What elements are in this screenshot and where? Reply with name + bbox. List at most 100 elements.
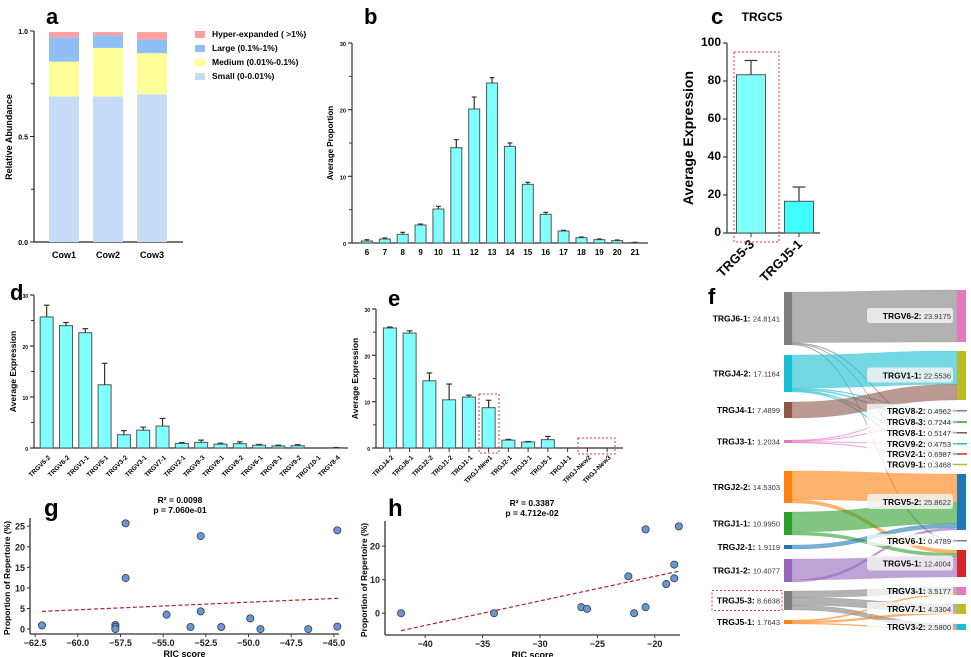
data-point [186, 623, 195, 632]
y-tick-label: 20 [22, 345, 28, 351]
data-point [670, 574, 679, 583]
bar [194, 441, 209, 449]
highlight-box-new1 [478, 393, 500, 454]
y-tick-label: 0 [367, 447, 370, 453]
y-tick-label: 20 [708, 187, 722, 201]
bar [557, 230, 570, 244]
x-tick-label: 6 [365, 248, 370, 257]
legend-label: Hyper-expanded ( >1%) [212, 29, 306, 39]
y-tick-label: 20 [15, 542, 25, 552]
data-point [304, 625, 313, 634]
x-tick-label: Cow1 [52, 250, 76, 260]
stacked-bar-segment [137, 53, 167, 95]
legend-label: Small (0-0.01%) [212, 71, 275, 81]
x-axis-label: RIC score [163, 649, 205, 657]
x-tick-label: −52.5 [194, 638, 217, 648]
bar [58, 325, 73, 449]
sankey-label-background [867, 403, 953, 416]
panel-h-scatter-plot: −40 −35 −30 −25 −20 0 10 20 RIC score Proportion … [359, 498, 683, 657]
panel-a-stacked-bar-chart: 0.0 0.5 1.0 Relative Abundance Cow1 Cow2 Cow3 H… [4, 29, 306, 260]
panel-f-sankey-diagram: TRGJ6-1: 24.8141 TRGJ4-2: 17.1164 TRGJ4-1:… [711, 289, 967, 632]
x-tick-label: 17 [559, 248, 568, 257]
x-tick-label: 14 [505, 248, 514, 257]
y-axis-label: Average Expression [350, 338, 360, 419]
regression-line [41, 597, 340, 612]
x-tick-label: TRGV8-4 [317, 454, 342, 479]
y-tick-label: 25 [15, 522, 25, 532]
y-tick-label: 0 [714, 225, 721, 239]
bar [382, 327, 397, 449]
y-tick-label: 1.0 [18, 29, 28, 36]
stacked-bar-segment [93, 47, 123, 97]
bar [481, 407, 496, 449]
bar [784, 200, 814, 234]
y-axis-label: Average Expression [680, 71, 696, 205]
sankey-source-label: TRGJ6-1: 24.8141 [713, 314, 780, 324]
stacked-bar-segment [93, 32, 123, 36]
bar [136, 429, 151, 449]
sankey-source-node [784, 355, 792, 392]
x-tick-label: −20 [647, 639, 662, 649]
x-tick-label: 15 [523, 248, 532, 257]
legend-swatch [195, 59, 205, 66]
bar [468, 108, 481, 244]
stacked-bar-segment [93, 96, 123, 242]
data-point [111, 625, 120, 634]
y-tick-label: 10 [364, 401, 370, 407]
bar [271, 445, 286, 449]
sankey-label-background [867, 584, 953, 596]
y-tick-label: 0 [20, 625, 25, 635]
stat-annotation: p = 7.060e-01 [153, 505, 206, 515]
data-point [397, 609, 406, 618]
y-tick-label: 10 [22, 396, 28, 402]
sankey-label-background [867, 308, 953, 323]
sankey-source-label: TRGJ1-2: 10.4077 [713, 566, 780, 576]
y-axis-label: Proportion of Repertoire (%) [2, 521, 12, 635]
highlight-box-new2-new3 [577, 437, 616, 455]
sankey-target-label: TRGV3-1: 3.5177 [887, 586, 951, 596]
x-tick-label: TRGJ5-1 [757, 237, 805, 285]
legend-swatch [195, 73, 205, 80]
panel-c-bar-chart: 0 20 40 60 80 100 Average Expression TRG5-3 TRGJ… [680, 10, 820, 285]
data-point [670, 560, 679, 569]
regression-line [400, 570, 681, 632]
panel-b-bar-chart: 0 10 20 30 Average Proportion 6 7 8 9 10 11 12 13 14 1… [326, 42, 648, 257]
sankey-label-background [867, 555, 953, 571]
data-point [630, 609, 639, 618]
data-point [490, 609, 499, 618]
stacked-bar-segment [137, 32, 167, 40]
chart-title: TRGC5 [742, 10, 783, 24]
x-tick-label: 7 [383, 248, 388, 257]
bar [432, 208, 445, 244]
y-tick-label: 0 [25, 447, 28, 453]
sankey-source-label: TRGJ2-2: 14.5303 [713, 482, 780, 492]
bar [450, 147, 463, 244]
data-point [641, 525, 650, 534]
stacked-bar-segment [49, 96, 79, 242]
stat-annotation: R² = 0.0098 [158, 495, 203, 505]
x-tick-label: −35 [475, 639, 490, 649]
bar [402, 332, 417, 449]
stat-annotation: R² = 0.3387 [510, 498, 555, 508]
y-tick-label: 20 [364, 354, 370, 360]
x-tick-label: TRG5-3 [714, 237, 757, 280]
sankey-source-label: TRGJ4-2: 17.1164 [713, 369, 780, 379]
data-point [333, 526, 342, 535]
bar [232, 443, 247, 449]
x-tick-label: −30 [532, 639, 547, 649]
sankey-target-label: TRGV8-2: 0.4962 [887, 406, 951, 416]
bar [414, 224, 427, 244]
bar [116, 434, 131, 449]
data-point [641, 603, 650, 612]
y-tick-label: 30 [364, 308, 370, 314]
x-tick-label: 8 [400, 248, 405, 257]
sankey-target-node [957, 290, 966, 342]
data-point [121, 519, 130, 528]
y-tick-label: 30 [22, 294, 28, 300]
x-tick-label: −60.0 [66, 638, 89, 648]
x-tick-label: 12 [470, 248, 479, 257]
x-tick-label: −45.0 [322, 638, 345, 648]
stacked-bar-segment [49, 32, 79, 38]
y-axis-label: Proportion of Repertoire (%) [359, 523, 369, 637]
stacked-bar-segment [49, 37, 79, 62]
